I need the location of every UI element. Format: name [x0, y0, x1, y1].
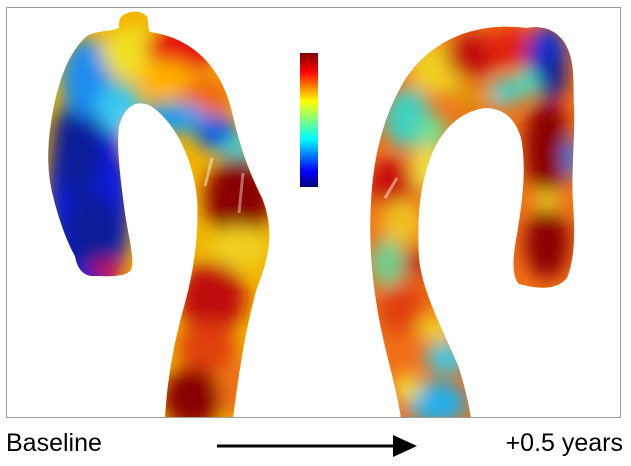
- aorta-figure: [48, 11, 575, 417]
- followup-aorta: [370, 26, 575, 417]
- arrow-right-icon: [217, 435, 417, 457]
- followup-label: +0.5 years: [505, 429, 623, 457]
- color-scale-bar: [300, 53, 318, 187]
- baseline-aorta: [48, 11, 270, 417]
- figure-frame: [6, 7, 621, 418]
- baseline-label: Baseline: [6, 429, 102, 457]
